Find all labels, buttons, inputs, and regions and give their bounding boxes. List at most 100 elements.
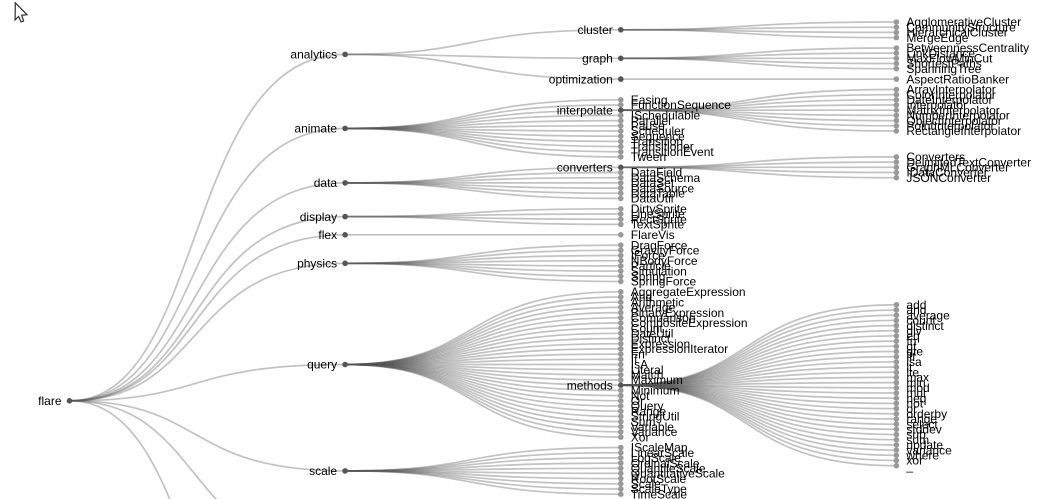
svg-text:And: And [631, 290, 652, 304]
svg-text:Particle: Particle [631, 259, 671, 273]
svg-text:physics: physics [297, 257, 337, 271]
svg-text:fn: fn [906, 334, 916, 348]
svg-text:Interpolator: Interpolator [906, 98, 967, 112]
svg-text:HierarchicalCluster: HierarchicalCluster [906, 26, 1007, 40]
svg-text:Scale: Scale [631, 477, 661, 491]
svg-text:neq: neq [906, 391, 926, 405]
svg-text:MatrixInterpolator: MatrixInterpolator [906, 103, 999, 117]
svg-text:DirtySprite: DirtySprite [631, 202, 687, 216]
svg-text:Range: Range [631, 404, 667, 418]
svg-text:DragForce: DragForce [631, 238, 688, 252]
svg-text:Easing: Easing [631, 93, 668, 107]
svg-text:JSONConverter: JSONConverter [906, 171, 991, 185]
svg-text:cluster: cluster [577, 23, 612, 37]
svg-text:MaxFlowMinCut: MaxFlowMinCut [906, 52, 993, 66]
svg-text:BinaryExpression: BinaryExpression [631, 306, 724, 320]
svg-text:mod: mod [906, 381, 929, 395]
svg-text:Converters: Converters [906, 150, 965, 164]
svg-text:DateInterpolator: DateInterpolator [906, 93, 992, 107]
svg-text:Expression: Expression [631, 337, 690, 351]
svg-text:mul: mul [906, 386, 925, 400]
svg-text:Variable: Variable [631, 420, 674, 434]
svg-text:and: and [906, 303, 926, 317]
svg-text:SpanningTree: SpanningTree [906, 62, 981, 76]
svg-text:Query: Query [631, 399, 664, 413]
svg-text:stddev: stddev [906, 423, 941, 437]
svg-text:GravityForce: GravityForce [631, 244, 700, 258]
svg-text:Transition: Transition [631, 135, 683, 149]
svg-text:BetweennessCentrality: BetweennessCentrality [906, 41, 1029, 55]
svg-text:ShortestPaths: ShortestPaths [906, 57, 981, 71]
svg-text:AggregateExpression: AggregateExpression [631, 285, 746, 299]
svg-text:RootScale: RootScale [631, 472, 687, 486]
svg-text:DataSet: DataSet [631, 176, 675, 190]
svg-text:LineSprite: LineSprite [631, 207, 685, 221]
svg-text:flare: flare [38, 394, 62, 408]
svg-text:ExpressionIterator: ExpressionIterator [631, 342, 728, 356]
svg-text:PointInterpolator: PointInterpolator [906, 119, 994, 133]
svg-text:not: not [906, 397, 923, 411]
svg-text:DataSource: DataSource [631, 181, 695, 195]
svg-text:eq: eq [906, 329, 919, 343]
svg-text:Maximum: Maximum [631, 373, 683, 387]
svg-text:average: average [906, 308, 950, 322]
svg-text:animate: animate [294, 122, 337, 136]
svg-text:MergeEdge: MergeEdge [906, 31, 968, 45]
svg-text:orderby: orderby [906, 407, 947, 421]
svg-text:div: div [906, 324, 921, 338]
svg-text:Arrays: Arrays [631, 498, 666, 499]
svg-text:Or: Or [631, 394, 644, 408]
svg-text:interpolate: interpolate [557, 103, 613, 117]
svg-text:max: max [906, 371, 929, 385]
svg-text:where: where [905, 449, 939, 463]
svg-text:RectSprite: RectSprite [631, 212, 687, 226]
svg-text:sub: sub [906, 428, 926, 442]
svg-text:CompositeExpression: CompositeExpression [631, 316, 748, 330]
svg-text:data: data [314, 176, 338, 190]
svg-text:AgglomerativeCluster: AgglomerativeCluster [906, 15, 1021, 29]
svg-text:DateUtil: DateUtil [631, 327, 674, 341]
svg-text:DataField: DataField [631, 166, 682, 180]
svg-text:or: or [906, 402, 917, 416]
svg-text:Xor: Xor [631, 430, 650, 444]
svg-text:methods: methods [567, 378, 613, 392]
svg-text:iff: iff [906, 350, 916, 364]
svg-text:NBodyForce: NBodyForce [631, 254, 698, 268]
svg-text:DataSchema: DataSchema [631, 171, 701, 185]
svg-text:IScaleMap: IScaleMap [631, 441, 688, 455]
svg-text:lt: lt [906, 360, 913, 374]
svg-text:SpringForce: SpringForce [631, 275, 697, 289]
svg-text:flex: flex [318, 228, 337, 242]
svg-text:isa: isa [906, 355, 922, 369]
svg-text:Match: Match [631, 368, 664, 382]
svg-text:xor: xor [906, 454, 923, 468]
svg-text:range: range [906, 412, 937, 426]
svg-text:QuantileScale: QuantileScale [631, 462, 706, 476]
svg-text:QuantitativeScale: QuantitativeScale [631, 467, 725, 481]
svg-text:CommunityStructure: CommunityStructure [906, 20, 1016, 34]
svg-text:Pause: Pause [631, 119, 665, 133]
svg-text:select: select [906, 417, 938, 431]
svg-text:scale: scale [309, 464, 337, 478]
svg-text:NumberInterpolator: NumberInterpolator [906, 109, 1009, 123]
svg-text:Tween: Tween [631, 150, 666, 164]
svg-text:update: update [906, 438, 943, 452]
svg-text:min: min [906, 376, 925, 390]
svg-text:Literal: Literal [631, 363, 664, 377]
svg-text:LinearScale: LinearScale [631, 446, 695, 460]
svg-text:ISchedulable: ISchedulable [631, 109, 701, 123]
svg-text:count: count [906, 314, 936, 328]
svg-text:Variance: Variance [631, 425, 678, 439]
svg-text:gt: gt [906, 340, 917, 354]
svg-text:converters: converters [557, 161, 613, 175]
svg-text:Transitioner: Transitioner [631, 140, 694, 154]
svg-text:query: query [307, 358, 337, 372]
svg-text:graph: graph [582, 52, 613, 66]
svg-text:gte: gte [906, 345, 923, 359]
svg-text:Spring: Spring [631, 270, 666, 284]
svg-text:Distinct: Distinct [631, 332, 671, 346]
svg-text:IDataConverter: IDataConverter [906, 166, 987, 180]
svg-text:Minimum: Minimum [631, 384, 680, 398]
svg-text:FunctionSequence: FunctionSequence [631, 98, 731, 112]
svg-text:variance: variance [906, 443, 952, 457]
